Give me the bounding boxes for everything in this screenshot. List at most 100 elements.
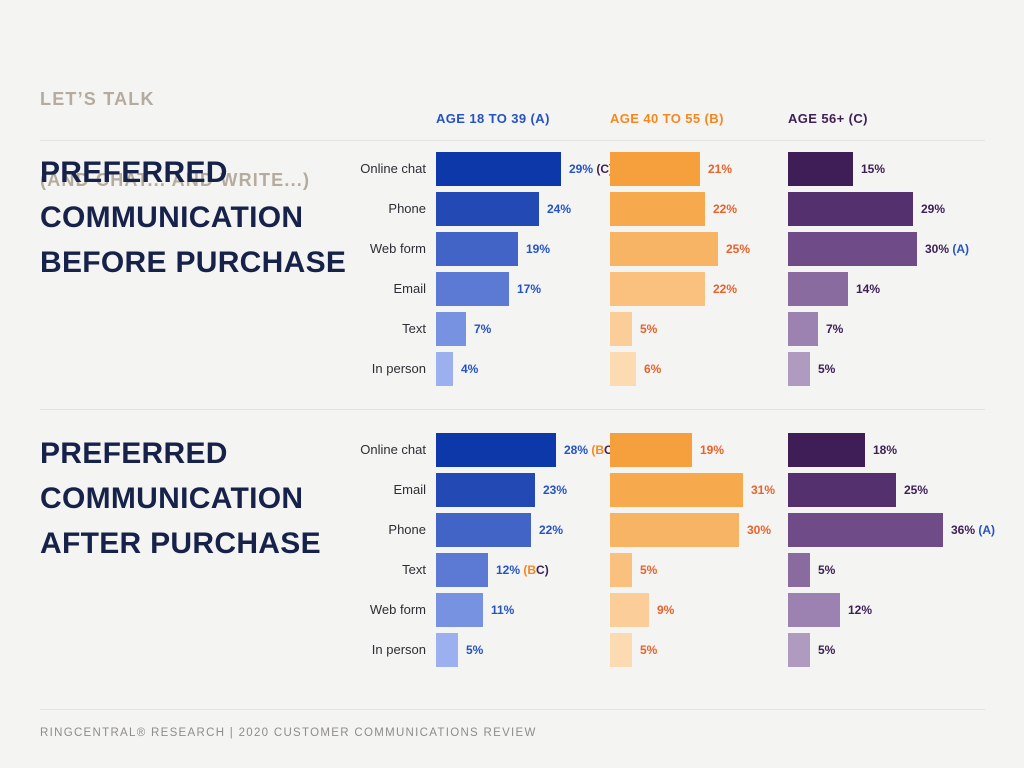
bar [610,553,632,587]
page-title-line1: LET’S TALK [40,89,155,109]
bar-value-label: 5% [640,322,658,336]
bar-group-b: 5% [610,553,657,587]
bar-value-label: 9% [657,603,675,617]
bar [436,473,535,507]
section-title-line: BEFORE PURCHASE [40,246,347,279]
bar-value-label: 5% [640,563,658,577]
bar [436,553,488,587]
significance-note: A [982,523,992,537]
bar-value-label: 5% [818,362,836,376]
chart-row: Web form 11% 9% 12% [0,593,1024,627]
row-label: Email [393,281,426,296]
chart-row: In person 4% 6% 5% [0,352,1024,386]
bar-group-a: 5% [436,633,483,667]
row-label: Phone [388,522,426,537]
chart-row: Online chat 29% (C) 21% 15% [0,152,1024,186]
column-header-c: AGE 56+ (C) [788,111,868,126]
bar-group-a: 22% [436,513,563,547]
row-label: Online chat [360,442,426,457]
bar-value-label: 22% [539,523,564,537]
row-label: Online chat [360,161,426,176]
row-label: Text [402,321,426,336]
bar [436,352,453,386]
column-header-b: AGE 40 TO 55 (B) [610,111,724,126]
bar [610,473,743,507]
chart-row: Email 23% 31% 25% [0,473,1024,507]
bar-group-b: 25% [610,232,750,266]
bar [610,192,705,226]
bar [788,152,853,186]
section-title-after-purchase: PREFERRED COMMUNICATION AFTER PURCHASE [40,431,321,566]
bar-value-label: 4% [461,362,479,376]
bar [610,513,739,547]
bar-group-b: 5% [610,633,657,667]
bar [436,633,458,667]
row-label: Web form [369,602,426,617]
footer-divider [40,709,985,710]
bar-value-label: 19% [526,242,551,256]
bar-value-label: 30% [747,523,772,537]
chart-row: Text 7% 5% 7% [0,312,1024,346]
bar-group-b: 9% [610,593,674,627]
bar [788,312,818,346]
bar [436,192,539,226]
bar-value-label: 19% [700,443,725,457]
row-label: Web form [369,241,426,256]
bar-value-label: 17% [517,282,542,296]
chart-row: Text 12% (BC) 5% 5% [0,553,1024,587]
bar-group-a: 7% [436,312,491,346]
bar [610,312,632,346]
bar [436,513,531,547]
bar [788,513,943,547]
row-label: In person [371,361,426,376]
bar-group-c: 5% [788,633,835,667]
section-title-before-purchase: PREFERRED COMMUNICATION BEFORE PURCHASE [40,150,346,285]
bar-value-label: 15% [861,162,886,176]
bar-group-b: 19% [610,433,724,467]
bar-value-label: 5% [818,563,836,577]
bar-value-label: 24% [547,202,572,216]
bar [436,272,509,306]
bar [788,232,917,266]
bar-group-b: 22% [610,192,737,226]
bar-group-a: 24% [436,192,571,226]
section-title-line: PREFERRED [40,437,228,470]
section-title-line: COMMUNICATION [40,482,304,515]
bar [788,272,848,306]
section-title-line: COMMUNICATION [40,201,304,234]
significance-note: C [536,563,545,577]
significance-note: A [956,242,966,256]
column-header-a: AGE 18 TO 39 (A) [436,111,550,126]
bar-value-label: 22% [713,282,738,296]
bar-group-b: 21% [610,152,732,186]
bar-value-label: 31% [751,483,776,497]
bar-value-label: 5% [640,643,658,657]
row-label: Email [393,482,426,497]
row-label: Phone [388,201,426,216]
bar-group-c: 29% [788,192,945,226]
bar [788,593,840,627]
bar-value-label: 12% [848,603,873,617]
bar-value-label: 12% (BC) [496,563,549,577]
chart-row: Online chat 28% (BC) 19% 18% [0,433,1024,467]
bar-value-label: 14% [856,282,881,296]
bar-group-a: 23% [436,473,567,507]
chart-row: Phone 22% 30% 36% (A) [0,513,1024,547]
chart-row: In person 5% 5% 5% [0,633,1024,667]
bar-group-c: 5% [788,352,835,386]
bar [610,272,705,306]
bar-value-label: 5% [466,643,484,657]
bar-value-label: 5% [818,643,836,657]
bar-group-c: 18% [788,433,897,467]
header-divider [40,140,985,141]
bar [788,553,810,587]
bar-value-label: 36% (A) [951,523,996,537]
bar-group-c: 7% [788,312,843,346]
bar-value-label: 25% [726,242,751,256]
bar-group-a: 17% [436,272,541,306]
section-divider [40,409,985,410]
bar-group-b: 22% [610,272,737,306]
bar [610,593,649,627]
footer-credit: RINGCENTRAL® RESEARCH | 2020 CUSTOMER CO… [40,727,537,739]
bar-value-label: 22% [713,202,738,216]
